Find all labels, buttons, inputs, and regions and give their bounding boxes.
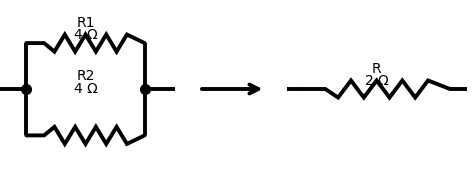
Text: 4 Ω: 4 Ω: [73, 28, 97, 42]
Text: 4 Ω: 4 Ω: [73, 82, 97, 96]
Text: R1: R1: [76, 16, 95, 30]
Text: R: R: [372, 62, 382, 76]
Text: 2 Ω: 2 Ω: [365, 74, 389, 88]
Text: R2: R2: [76, 69, 95, 83]
